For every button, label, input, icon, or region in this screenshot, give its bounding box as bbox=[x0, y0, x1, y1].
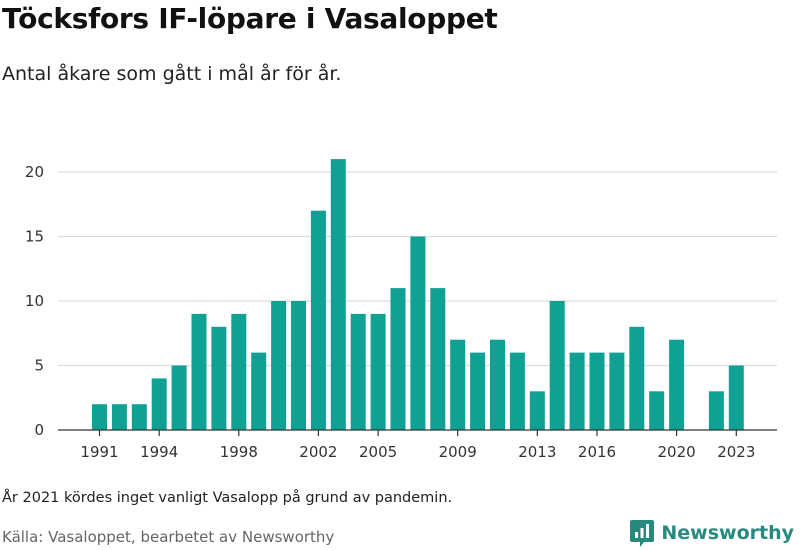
bar-2001[interactable] bbox=[291, 301, 306, 430]
chart-title: Töcksfors IF-löpare i Vasaloppet bbox=[2, 2, 498, 35]
bar-2017[interactable] bbox=[609, 352, 625, 430]
bar-1991[interactable] bbox=[92, 404, 107, 430]
bar-2011[interactable] bbox=[490, 339, 505, 430]
chart-note: År 2021 kördes inget vanligt Vasalopp på… bbox=[2, 490, 453, 506]
chart-subtitle: Antal åkare som gått i mål år för år. bbox=[2, 63, 342, 85]
newsworthy-logo-icon bbox=[630, 520, 655, 547]
bar-2006[interactable] bbox=[390, 288, 406, 430]
x-tick-label: 2013 bbox=[518, 443, 556, 461]
bar-1998[interactable] bbox=[231, 313, 247, 430]
bar-2004[interactable] bbox=[350, 313, 366, 430]
bar-2020[interactable] bbox=[669, 339, 685, 430]
bar-2016[interactable] bbox=[589, 352, 605, 430]
bar-2014[interactable] bbox=[549, 301, 565, 430]
x-tick-label: 2016 bbox=[578, 443, 616, 461]
bar-1997[interactable] bbox=[211, 326, 227, 430]
bar-1992[interactable] bbox=[111, 404, 127, 430]
axes: 0 5 10 15 20 1991 1994 1998 2002 2005 2009 2013 2016… bbox=[25, 163, 777, 461]
bar-1999[interactable] bbox=[251, 352, 267, 430]
x-tick-label: 2005 bbox=[359, 443, 397, 461]
bar-2003[interactable] bbox=[330, 159, 346, 430]
logo-text: Newsworthy bbox=[661, 522, 794, 544]
bar-2009[interactable] bbox=[450, 339, 466, 430]
bar-1995[interactable] bbox=[171, 365, 187, 431]
bar-2007[interactable] bbox=[410, 236, 426, 431]
x-tick-label: 1994 bbox=[140, 443, 178, 461]
bar-2022[interactable] bbox=[708, 391, 724, 430]
y-tick-label: 10 bbox=[25, 292, 44, 310]
bar-2002[interactable] bbox=[310, 210, 326, 430]
bar-2019[interactable] bbox=[649, 391, 665, 430]
newsworthy-logo[interactable]: Newsworthy bbox=[629, 518, 794, 548]
bar-2000[interactable] bbox=[271, 301, 287, 430]
x-tick-label: 1998 bbox=[220, 443, 258, 461]
bar-2012[interactable] bbox=[509, 352, 525, 430]
bar-1993[interactable] bbox=[131, 404, 147, 430]
bar-2023[interactable] bbox=[728, 365, 744, 431]
source-credit: Källa: Vasaloppet, bearbetet av Newswort… bbox=[2, 528, 335, 546]
y-tick-label: 0 bbox=[34, 421, 44, 439]
bar-2005[interactable] bbox=[370, 313, 386, 430]
bar-2013[interactable] bbox=[529, 391, 545, 430]
x-tick-label: 2020 bbox=[658, 443, 696, 461]
x-tick-label: 2009 bbox=[439, 443, 477, 461]
x-tick-label: 1991 bbox=[80, 443, 118, 461]
bar-2018[interactable] bbox=[629, 326, 645, 430]
bar-2015[interactable] bbox=[569, 352, 585, 430]
bar-1994[interactable] bbox=[151, 378, 167, 430]
bars bbox=[92, 159, 744, 430]
y-tick-label: 15 bbox=[25, 228, 44, 246]
bar-2010[interactable] bbox=[470, 352, 486, 430]
x-tick-label: 2002 bbox=[299, 443, 337, 461]
bar-1996[interactable] bbox=[191, 313, 207, 430]
y-tick-label: 20 bbox=[25, 163, 44, 181]
bar-2008[interactable] bbox=[430, 288, 446, 430]
y-tick-label: 5 bbox=[34, 357, 44, 375]
x-tick-label: 2023 bbox=[717, 443, 755, 461]
